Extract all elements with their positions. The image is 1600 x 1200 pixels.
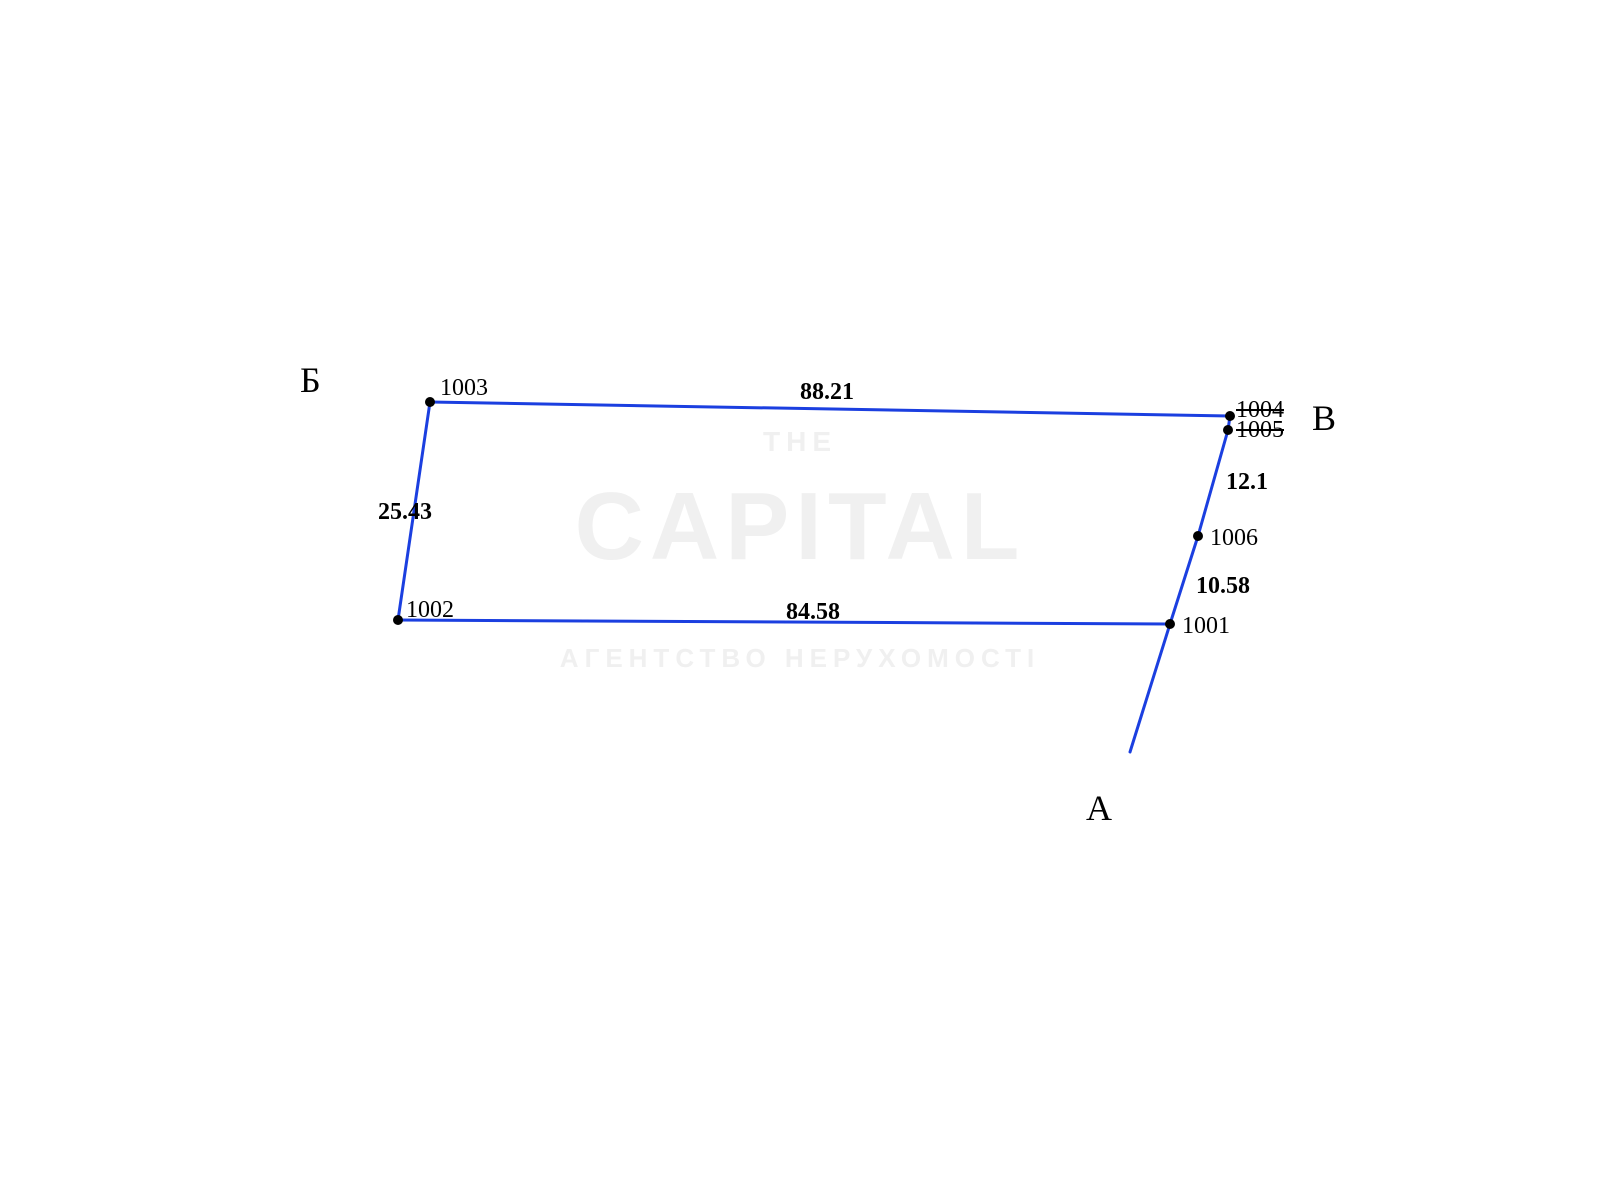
- edge-label-left: 25.43: [378, 500, 432, 524]
- corner-label-V: В: [1312, 400, 1336, 436]
- corner-label-A: А: [1086, 790, 1112, 826]
- edge-label-right-lower: 10.58: [1196, 574, 1250, 598]
- edge-label-bottom: 84.58: [786, 600, 840, 624]
- corner-label-B: Б: [300, 362, 321, 398]
- edge-label-top: 88.21: [800, 380, 854, 404]
- vertex-label-1001: 1001: [1182, 614, 1230, 638]
- vertex-label-1006: 1006: [1210, 526, 1258, 550]
- edge-label-right-upper: 12.1: [1226, 470, 1268, 494]
- vertex-label-1005: 1005: [1236, 418, 1284, 442]
- vertex-label-1002: 1002: [406, 598, 454, 622]
- vertex-label-1003: 1003: [440, 376, 488, 400]
- survey-diagram: THE CAPITAL АГЕНТСТВО НЕРУХОМОСТІ Б В А …: [0, 0, 1600, 1200]
